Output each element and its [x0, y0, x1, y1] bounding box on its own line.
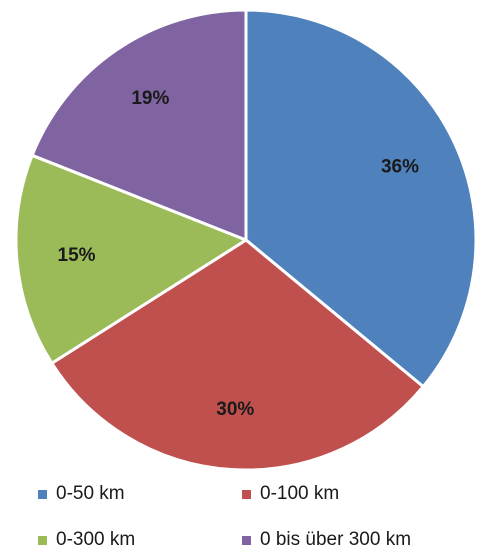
pie-slice-0-100-km [50, 238, 425, 472]
pie-slice-0-300-km [14, 153, 248, 365]
data-label-0-300-km: 15% [58, 245, 96, 266]
legend-swatch [242, 489, 251, 499]
legend-swatch [242, 535, 251, 545]
legend-label: 0-100 km [260, 483, 340, 504]
legend-item-0-50-km: 0-50 km [38, 482, 125, 506]
data-label-0-bis-uber-300-km: 19% [131, 88, 169, 109]
pie-slice-labels: 36% 30% 15% 19% [58, 88, 420, 420]
data-label-0-50-km: 36% [381, 157, 419, 178]
legend-item-0-bis-uber-300-km: 0 bis über 300 km [242, 528, 411, 552]
legend-item-0-300-km: 0-300 km [38, 528, 135, 552]
legend: 0-50 km 0-100 km 0-300 km 0 bis über 300… [0, 478, 485, 554]
legend-item-0-100-km: 0-100 km [242, 482, 339, 506]
pie-slice-0-bis-uber-300-km [30, 8, 248, 242]
legend-swatch [38, 489, 47, 499]
pie-slices [14, 8, 478, 472]
legend-label: 0-300 km [56, 529, 136, 550]
pie-slice-0-50-km [244, 8, 478, 389]
data-label-0-100-km: 30% [216, 399, 254, 420]
legend-label: 0-50 km [56, 483, 125, 504]
legend-swatch [38, 535, 47, 545]
legend-label: 0 bis über 300 km [260, 529, 412, 550]
